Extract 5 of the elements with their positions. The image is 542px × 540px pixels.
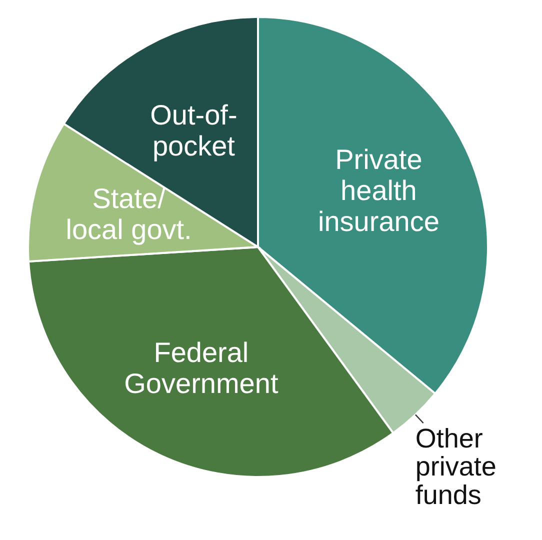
slice-label: Out-of-pocket — [150, 100, 238, 162]
slice-label: State/ local govt. — [66, 183, 192, 246]
slice-label: Private health insurance — [318, 144, 440, 237]
slice-label: Federal Government — [124, 337, 278, 399]
slice-label: Other private funds — [415, 423, 496, 510]
